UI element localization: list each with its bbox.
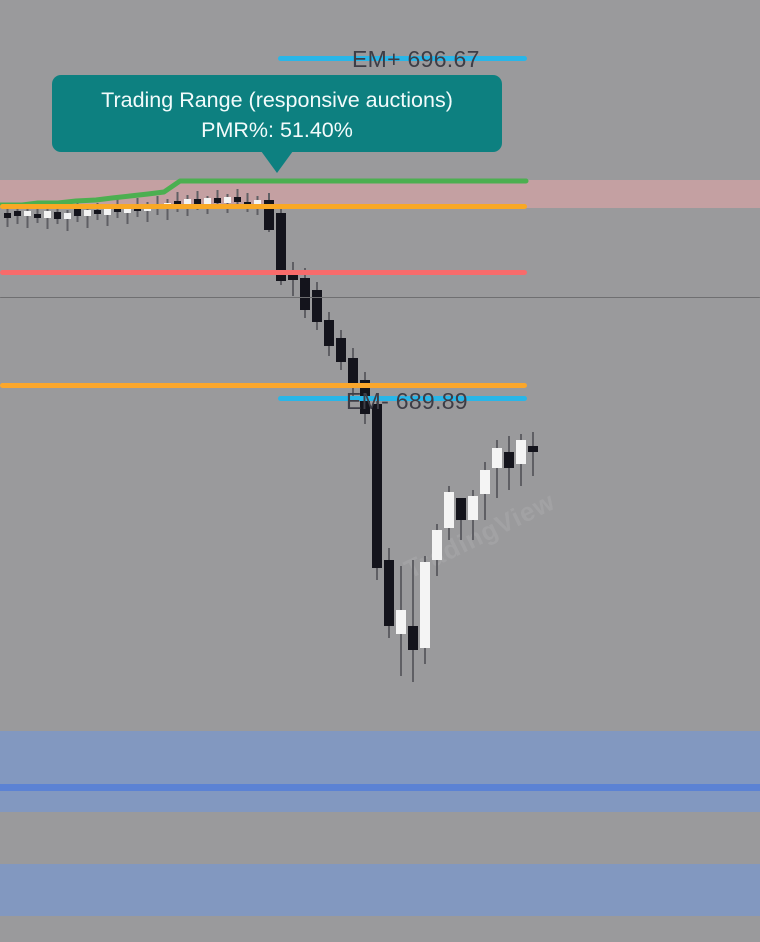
- tooltip-arrow: [261, 151, 293, 173]
- expected-move-lower-label: EM- 689.89: [346, 388, 468, 414]
- demand-zone-blue-line: [0, 784, 760, 791]
- mid-red-line: [0, 270, 527, 275]
- range-low-orange-line: [0, 383, 527, 388]
- tooltip-metric: PMR%: 51.40%: [201, 118, 353, 142]
- demand-zone-blue-lower: [0, 864, 760, 916]
- tooltip-title: Trading Range (responsive auctions): [101, 88, 453, 112]
- axis-gray-line: [0, 297, 760, 298]
- expected-move-lower-line: [278, 396, 527, 401]
- expected-move-upper-line: [278, 56, 527, 61]
- trading-range-tooltip[interactable]: Trading Range (responsive auctions) PMR%…: [52, 75, 502, 152]
- range-high-orange-line: [0, 204, 527, 209]
- expected-move-upper-label: EM+ 696.67: [352, 46, 480, 72]
- demand-zone-blue-upper: [0, 731, 760, 812]
